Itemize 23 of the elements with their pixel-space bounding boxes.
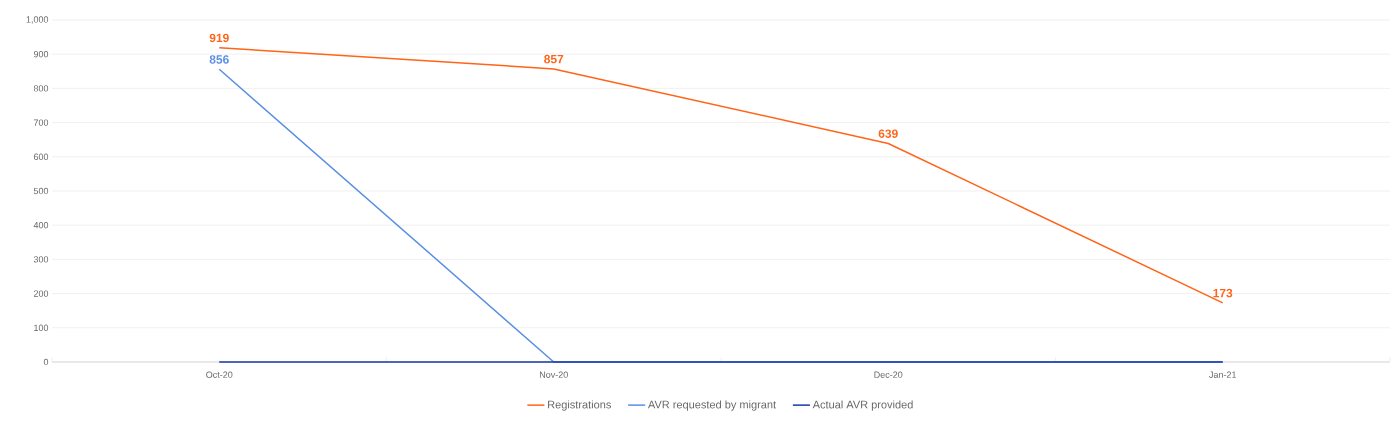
y-tick-label: 300 <box>33 256 49 263</box>
y-tick-label: 400 <box>33 222 49 229</box>
data-label: 639 <box>878 129 898 138</box>
y-tick-label: 600 <box>33 153 49 160</box>
y-tick-label: 900 <box>33 51 49 58</box>
x-tick-label: Oct-20 <box>206 371 233 378</box>
x-tick-label: Jan-21 <box>1209 371 1237 378</box>
x-tick-label: Dec-20 <box>874 371 903 378</box>
y-tick-label: 100 <box>34 324 49 331</box>
y-tick-label: 1,000 <box>26 16 49 24</box>
legend-label: AVR requested by migrant <box>647 400 777 411</box>
data-label: 857 <box>544 54 564 64</box>
y-tick-label: 500 <box>33 187 49 195</box>
y-tick-label: 800 <box>33 85 49 92</box>
y-tick-label: 200 <box>33 290 49 297</box>
data-label: 173 <box>1213 288 1233 298</box>
x-tick-label: Nov-20 <box>539 371 568 378</box>
y-tick-label: 0 <box>43 358 49 366</box>
legend-label: Actual AVR provided <box>812 400 913 411</box>
data-label: 919 <box>209 33 229 43</box>
data-label: 856 <box>209 55 229 64</box>
y-tick-label: 700 <box>33 119 49 126</box>
legend-label: Registrations <box>548 400 611 411</box>
